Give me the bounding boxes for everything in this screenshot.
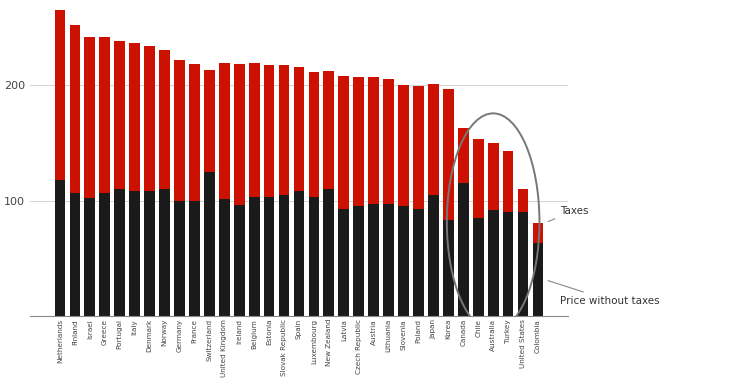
Bar xyxy=(308,72,319,197)
Text: Price without taxes: Price without taxes xyxy=(548,281,660,306)
Bar xyxy=(293,67,305,191)
Bar xyxy=(219,200,230,316)
Bar xyxy=(264,66,274,197)
Bar xyxy=(219,63,230,200)
Bar xyxy=(264,197,274,316)
Bar xyxy=(398,85,409,207)
Bar xyxy=(249,63,259,197)
Bar xyxy=(339,76,349,209)
Bar xyxy=(279,66,290,195)
Bar xyxy=(354,207,364,316)
Bar xyxy=(115,41,125,189)
Bar xyxy=(293,191,305,316)
Bar xyxy=(398,207,409,316)
Bar xyxy=(115,189,125,316)
Bar xyxy=(174,60,185,201)
Bar xyxy=(428,195,439,316)
Bar xyxy=(159,50,170,189)
Bar xyxy=(144,46,155,191)
Bar xyxy=(503,151,513,212)
Bar xyxy=(443,88,454,220)
Bar xyxy=(532,243,544,316)
Bar xyxy=(354,77,364,207)
Bar xyxy=(323,71,334,189)
Bar xyxy=(368,77,379,204)
Bar xyxy=(144,191,155,316)
Bar xyxy=(413,86,424,209)
Bar xyxy=(473,218,483,316)
Text: Taxes: Taxes xyxy=(548,206,589,222)
Bar xyxy=(279,195,290,316)
Bar xyxy=(458,128,469,183)
Bar xyxy=(84,37,95,198)
Bar xyxy=(308,197,319,316)
Bar xyxy=(159,189,170,316)
Bar xyxy=(84,198,95,316)
Bar xyxy=(488,210,498,316)
Bar xyxy=(473,139,483,218)
Bar xyxy=(458,183,469,316)
Bar xyxy=(323,189,334,316)
Bar xyxy=(428,84,439,195)
Bar xyxy=(129,43,140,191)
Bar xyxy=(69,192,80,316)
Bar xyxy=(383,79,394,204)
Bar xyxy=(339,209,349,316)
Bar xyxy=(129,191,140,316)
Bar xyxy=(383,204,394,316)
Bar xyxy=(443,220,454,316)
Bar xyxy=(189,201,200,316)
Bar xyxy=(204,70,215,172)
Bar xyxy=(413,209,424,316)
Bar xyxy=(518,189,529,212)
Bar xyxy=(204,172,215,316)
Bar xyxy=(234,205,244,316)
Bar xyxy=(368,204,379,316)
Bar xyxy=(249,197,259,316)
Bar xyxy=(54,10,66,180)
Bar xyxy=(488,143,498,210)
Bar xyxy=(100,37,110,192)
Bar xyxy=(54,180,66,316)
Bar xyxy=(189,64,200,201)
Bar xyxy=(532,223,544,243)
Bar xyxy=(69,25,80,192)
Bar xyxy=(100,192,110,316)
Bar xyxy=(518,212,529,316)
Bar xyxy=(503,212,513,316)
Bar xyxy=(234,64,244,205)
Bar xyxy=(174,201,185,316)
